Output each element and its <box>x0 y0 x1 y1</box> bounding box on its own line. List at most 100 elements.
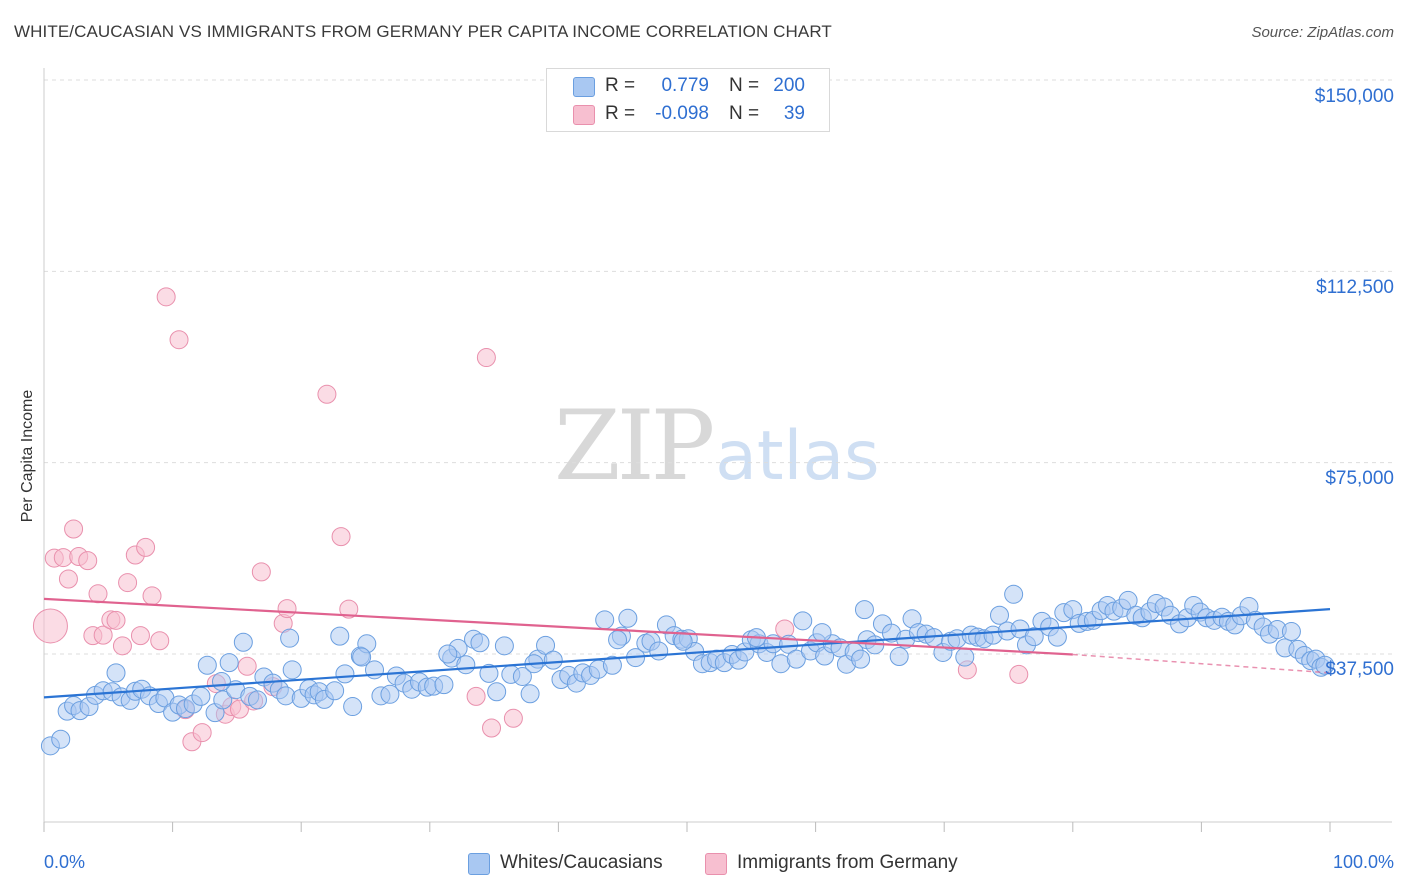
whites-point <box>602 655 622 675</box>
whites-point <box>595 610 615 630</box>
immigrants-point <box>93 625 113 645</box>
whites-point <box>673 631 693 651</box>
whites-point <box>812 623 832 643</box>
whites-point <box>106 663 126 683</box>
whites-point <box>618 608 638 628</box>
whites-point <box>851 649 871 669</box>
immigrants-point <box>1009 664 1029 684</box>
y-tick-37500: $37,500 <box>1325 659 1394 680</box>
bottom-legend-swatch-blue <box>468 853 490 875</box>
bottom-legend-label: Whites/Caucasians <box>500 852 663 873</box>
whites-point <box>233 632 253 652</box>
legend-swatch-pink <box>573 105 595 125</box>
immigrants-point <box>32 608 68 644</box>
axes <box>43 68 1392 832</box>
x-tick-right: 100.0% <box>1332 852 1394 872</box>
whites-point <box>1024 627 1044 647</box>
whites-point <box>219 653 239 673</box>
y-tick-112500: $112,500 <box>1316 277 1394 298</box>
whites-point <box>51 729 71 749</box>
watermark: ZIPatlas <box>554 398 880 494</box>
immigrants-point <box>169 330 189 350</box>
immigrants-point <box>503 708 523 728</box>
y-tick-150000: $150,000 <box>1314 86 1394 107</box>
immigrants-point <box>58 569 78 589</box>
immigrants-point <box>317 384 337 404</box>
immigrants-point <box>64 519 84 539</box>
whites-point <box>434 675 454 695</box>
whites-point <box>438 644 458 664</box>
whites-point <box>456 655 476 675</box>
immigrants-point <box>106 610 126 630</box>
immigrants-point <box>150 631 170 651</box>
immigrants-point <box>112 636 132 656</box>
legend-n-label: N = <box>729 103 760 124</box>
whites-point <box>989 605 1009 625</box>
legend-r-value: -0.098 <box>655 103 709 124</box>
immigrants-point <box>476 348 496 368</box>
immigrants-point <box>142 586 162 606</box>
immigrants-point <box>277 599 297 619</box>
whites-point <box>793 611 813 631</box>
whites-point <box>955 647 975 667</box>
immigrants-point <box>136 537 156 557</box>
immigrants-germany-points <box>32 287 1029 752</box>
y-axis-label: Per Capita Income <box>19 389 36 523</box>
whites-point <box>197 655 217 675</box>
whites-point <box>1004 584 1024 604</box>
watermark-atlas: atlas <box>715 417 880 496</box>
legend-n-label: N = <box>729 75 760 96</box>
whites-point <box>1281 622 1301 642</box>
whites-point <box>1047 627 1067 647</box>
whites-point <box>889 647 909 667</box>
trend-lines <box>43 597 1331 699</box>
whites-point <box>487 682 507 702</box>
whites-point <box>1118 590 1138 610</box>
immigrants-point <box>118 573 138 593</box>
legend-n-value: 200 <box>773 75 805 96</box>
whites-point <box>352 647 372 667</box>
immigrants-point <box>237 656 257 676</box>
chart-title: WHITE/CAUCASIAN VS IMMIGRANTS FROM GERMA… <box>14 22 832 41</box>
legend-r-label: R = <box>605 103 636 124</box>
bottom-legend-swatch-pink <box>705 853 727 875</box>
whites-point <box>211 672 231 692</box>
whites-caucasians-points <box>40 584 1335 756</box>
x-tick-left: 0.0% <box>44 852 86 872</box>
whites-point <box>608 630 628 650</box>
whites-point <box>470 633 490 653</box>
whites-point <box>479 663 499 683</box>
whites-point <box>380 684 400 704</box>
grid-lines <box>44 79 1392 655</box>
whites-point <box>854 600 874 620</box>
whites-point <box>649 641 669 661</box>
whites-point <box>343 697 363 717</box>
legend-swatch-blue <box>573 77 595 97</box>
whites-point <box>512 666 532 686</box>
whites-point <box>1315 655 1335 675</box>
immigrants-point <box>229 699 249 719</box>
whites-point <box>786 649 806 669</box>
legend-n-value: 39 <box>783 103 805 124</box>
immigrants-trend-line <box>43 597 1073 656</box>
immigrants-point <box>192 723 212 743</box>
immigrants-point <box>130 626 150 646</box>
immigrants-point <box>482 718 502 738</box>
whites-point <box>191 686 211 706</box>
whites-point <box>282 660 302 680</box>
immigrants-point <box>156 287 176 307</box>
whites-point <box>536 635 556 655</box>
whites-point <box>520 684 540 704</box>
stats-legend: R = 0.779 N = 200 R = -0.098 N = 39 <box>546 68 830 132</box>
whites-trend-line <box>43 608 1331 699</box>
immigrants-trend-extension <box>1072 653 1331 674</box>
legend-row-whites: R = 0.779 N = 200 <box>547 72 829 100</box>
y-tick-75000: $75,000 <box>1325 468 1394 489</box>
whites-point <box>280 628 300 648</box>
whites-point <box>247 690 267 710</box>
immigrants-point <box>251 562 271 582</box>
whites-point <box>543 650 563 670</box>
legend-row-immigrants: R = -0.098 N = 39 <box>547 100 829 128</box>
watermark-zip: ZIP <box>554 390 715 502</box>
